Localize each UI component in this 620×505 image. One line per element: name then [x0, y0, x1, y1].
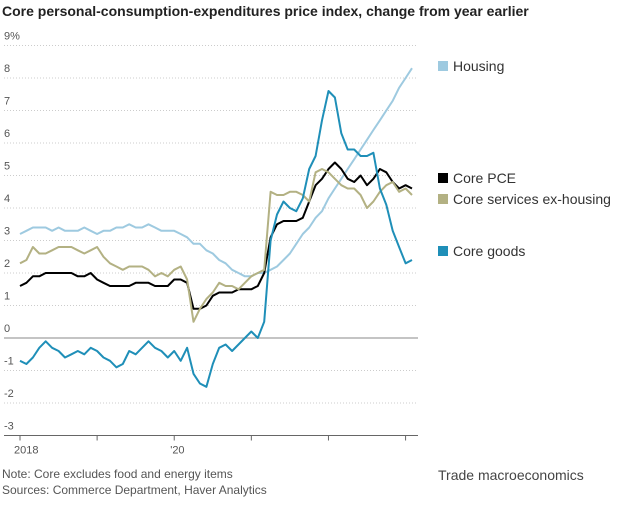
y-tick-label: 1	[4, 291, 10, 303]
y-tick-label: 3	[4, 226, 10, 238]
y-tick-label: -3	[4, 421, 14, 433]
y-tick-label: 8	[4, 63, 10, 75]
series-line	[19, 90, 413, 388]
source: Sources: Commerce Department, Haver Anal…	[2, 483, 267, 497]
y-tick-label: 4	[4, 193, 10, 205]
series-line	[19, 168, 413, 323]
legend-swatch	[438, 246, 448, 256]
y-tick-label: 9%	[4, 31, 20, 43]
series-line	[19, 67, 413, 278]
legend-label: Core PCE	[453, 170, 516, 186]
watermark: Trade macroeconomics	[438, 467, 584, 483]
note: Note: Core excludes food and energy item…	[2, 467, 233, 481]
y-tick-label: 5	[4, 161, 10, 173]
legend-label: Core goods	[453, 243, 525, 259]
legend-swatch	[438, 61, 448, 71]
y-tick-label: -1	[4, 356, 14, 368]
legend-swatch	[438, 194, 448, 204]
y-tick-label: -2	[4, 388, 14, 400]
y-tick-label: 2	[4, 258, 10, 270]
y-tick-label: 6	[4, 128, 10, 140]
x-tick-label: 2018	[14, 445, 38, 457]
y-tick-label: 0	[4, 323, 10, 335]
x-tick-label: '20	[170, 445, 184, 457]
legend-label: Housing	[453, 58, 504, 74]
chart-title: Core personal-consumption-expenditures p…	[2, 3, 529, 19]
series-line	[19, 161, 413, 310]
legend-swatch	[438, 173, 448, 183]
legend-label: Core services ex-housing	[453, 191, 611, 207]
y-tick-label: 7	[4, 96, 10, 108]
